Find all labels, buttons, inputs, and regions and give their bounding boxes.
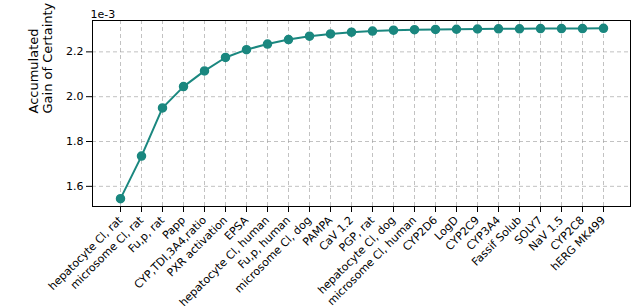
svg-text:EPSA: EPSA: [221, 213, 252, 243]
svg-text:CYP2C9: CYP2C9: [442, 213, 483, 253]
svg-text:PXR activation: PXR activation: [164, 213, 231, 280]
svg-text:CYP,TDI,3A4,ratio: CYP,TDI,3A4,ratio: [131, 213, 210, 292]
svg-text:Papp: Papp: [159, 213, 189, 242]
svg-text:2.2: 2.2: [66, 45, 84, 58]
svg-text:Fu,p, rat: Fu,p, rat: [125, 213, 168, 256]
svg-text:hepatocyte Cl, rat: hepatocyte Cl, rat: [45, 213, 126, 293]
svg-text:Fu,p, human: Fu,p, human: [235, 213, 294, 272]
svg-text:Fassif Solub: Fassif Solub: [469, 213, 525, 269]
svg-text:1e-3: 1e-3: [91, 8, 116, 21]
svg-text:microsome Cl, dog: microsome Cl, dog: [232, 214, 314, 296]
svg-text:SOLY7: SOLY7: [511, 213, 546, 247]
svg-text:1.8: 1.8: [66, 135, 84, 148]
svg-text:microsome Cl, human: microsome Cl, human: [325, 214, 419, 306]
svg-text:PGP, rat: PGP, rat: [336, 213, 378, 255]
svg-text:LogD: LogD: [432, 213, 462, 243]
svg-text:1.6: 1.6: [66, 180, 84, 193]
svg-text:2.0: 2.0: [66, 90, 84, 103]
svg-text:microsome Cl, rat: microsome Cl, rat: [67, 213, 147, 292]
svg-text:CYP3A4: CYP3A4: [464, 213, 504, 253]
svg-text:CaV 1.2: CaV 1.2: [316, 213, 357, 254]
svg-text:NaV 1.5: NaV 1.5: [526, 213, 567, 254]
svg-text:hERG MK499: hERG MK499: [549, 214, 609, 274]
svg-text:CYP2C8: CYP2C8: [547, 213, 588, 253]
svg-text:CYP2D6: CYP2D6: [400, 213, 441, 254]
svg-text:hepatocyte Cl, dog: hepatocyte Cl, dog: [315, 213, 399, 297]
svg-text:PAMPA: PAMPA: [300, 213, 336, 249]
svg-text:AccumulatedGain of Certainty: AccumulatedGain of Certainty: [26, 2, 55, 113]
